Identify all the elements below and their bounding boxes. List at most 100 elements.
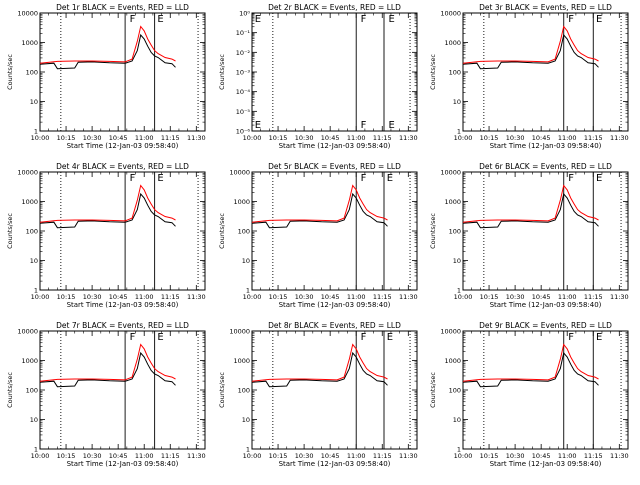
attenuator-marker: E — [387, 332, 393, 343]
x-tick-label: 11:30 — [399, 452, 418, 460]
y-tick-label: 1 — [457, 446, 461, 454]
y-tick-label: 1000 — [444, 39, 461, 47]
y-tick-label: 1000 — [444, 357, 461, 365]
y-tick-label: 10⁻¹ — [236, 29, 251, 37]
x-tick-label: 10:15 — [480, 452, 499, 460]
y-tick-label: 1 — [246, 446, 250, 454]
events-series-line — [462, 351, 599, 388]
x-axis-label: Start Time (12-Jan-03 09:58:40) — [67, 301, 179, 309]
y-tick-label: 10000 — [17, 328, 38, 336]
attenuator-marker: F — [130, 173, 136, 184]
x-tick-label: 10:15 — [57, 293, 76, 301]
lld-series-line — [251, 343, 388, 382]
x-tick-label: 10:00 — [454, 134, 473, 142]
panel-title: Det 4r BLACK = Events, RED = LLD — [56, 162, 189, 171]
x-axis-label: Start Time (12-Jan-03 09:58:40) — [490, 460, 602, 468]
x-tick-label: 11:15 — [584, 452, 603, 460]
x-tick-label: 10:45 — [532, 134, 551, 142]
x-axis-label: Start Time (12-Jan-03 09:58:40) — [67, 142, 179, 150]
x-axis-label: Start Time (12-Jan-03 09:58:40) — [67, 460, 179, 468]
x-axis-label: Start Time (12-Jan-03 09:58:40) — [490, 301, 602, 309]
x-tick-label: 11:00 — [347, 134, 366, 142]
x-tick-label: 10:45 — [109, 293, 128, 301]
panel-title: Det 5r BLACK = Events, RED = LLD — [268, 162, 401, 171]
y-tick-label: 10000 — [17, 10, 38, 18]
x-tick-label: 10:30 — [506, 134, 525, 142]
x-tick-label: 10:30 — [295, 293, 314, 301]
y-tick-label: 1 — [34, 287, 38, 295]
y-tick-label: 10 — [453, 257, 461, 265]
y-tick-label: 10 — [30, 98, 38, 106]
y-tick-label: 10000 — [17, 169, 38, 177]
panel-title: Det 8r BLACK = Events, RED = LLD — [268, 321, 401, 330]
x-tick-label: 10:00 — [31, 134, 50, 142]
x-tick-label: 10:30 — [295, 134, 314, 142]
events-series-line — [39, 351, 176, 388]
attenuator-marker: F — [568, 173, 574, 184]
lld-series-line — [251, 184, 388, 223]
detector-panel-9: Det 9r BLACK = Events, RED = LLD 1 10 100 10… — [429, 321, 629, 468]
lld-series-line — [462, 25, 599, 64]
y-tick-label: 10 — [30, 416, 38, 424]
attenuator-marker: E — [157, 14, 163, 25]
x-axis-label: Start Time (12-Jan-03 09:58:40) — [490, 142, 602, 150]
x-tick-label: 10:15 — [480, 134, 499, 142]
x-tick-label: 10:00 — [31, 452, 50, 460]
x-tick-label: 10:45 — [321, 293, 340, 301]
y-axis-label: Counts/sec — [429, 372, 437, 408]
y-tick-label: 1 — [457, 287, 461, 295]
x-tick-label: 11:15 — [373, 134, 392, 142]
x-tick-label: 10:15 — [57, 452, 76, 460]
y-tick-label: 10 — [242, 257, 250, 265]
plot-frame — [251, 330, 418, 450]
detector-panel-3: Det 3r BLACK = Events, RED = LLD 1 10 100 10… — [429, 3, 629, 150]
panel-title: Det 9r BLACK = Events, RED = LLD — [479, 321, 612, 330]
y-tick-label: 1000 — [21, 39, 38, 47]
x-axis-label: Start Time (12-Jan-03 09:58:40) — [279, 301, 391, 309]
x-tick-label: 10:00 — [243, 452, 262, 460]
y-axis-label: Counts/sec — [429, 54, 437, 90]
x-tick-label: 10:15 — [480, 293, 499, 301]
plot-frame — [462, 12, 629, 132]
attenuator-marker: F — [568, 14, 574, 25]
x-tick-label: 10:15 — [269, 293, 288, 301]
y-tick-label: 10⁻³ — [236, 69, 251, 77]
plot-frame — [39, 330, 206, 450]
panel-title: Det 2r BLACK = Events, RED = LLD — [268, 3, 401, 12]
x-tick-label: 10:30 — [506, 293, 525, 301]
x-tick-label: 11:30 — [610, 293, 629, 301]
y-tick-label: 10000 — [440, 328, 461, 336]
detector-panel-7: Det 7r BLACK = Events, RED = LLD 1 10 100 10… — [6, 321, 206, 468]
y-tick-label: 1 — [34, 128, 38, 136]
y-tick-label: 10000 — [229, 328, 250, 336]
x-tick-label: 11:00 — [347, 293, 366, 301]
x-tick-label: 11:00 — [135, 452, 154, 460]
events-series-line — [39, 33, 176, 70]
y-tick-label: 10000 — [229, 169, 250, 177]
y-tick-label: 10 — [242, 416, 250, 424]
attenuator-marker: F — [130, 14, 136, 25]
x-tick-label: 11:15 — [161, 293, 180, 301]
x-tick-label: 10:00 — [243, 134, 262, 142]
x-tick-label: 11:15 — [373, 293, 392, 301]
panel-title: Det 6r BLACK = Events, RED = LLD — [479, 162, 612, 171]
y-axis-label: Counts/sec — [218, 213, 226, 249]
y-tick-label: 10⁻² — [236, 49, 251, 57]
x-tick-label: 10:45 — [321, 452, 340, 460]
x-tick-label: 10:45 — [532, 452, 551, 460]
plot-frame — [462, 171, 629, 291]
x-tick-label: 11:15 — [161, 134, 180, 142]
x-tick-label: 10:00 — [454, 293, 473, 301]
y-tick-label: 10000 — [440, 169, 461, 177]
x-tick-label: 10:15 — [269, 134, 288, 142]
events-series-line — [462, 33, 599, 70]
y-tick-label: 10 — [30, 257, 38, 265]
events-series-line — [251, 351, 388, 388]
x-tick-label: 10:00 — [31, 293, 50, 301]
attenuator-marker: E — [157, 173, 163, 184]
y-tick-label: 1 — [34, 446, 38, 454]
x-tick-label: 10:00 — [243, 293, 262, 301]
attenuator-marker: E — [596, 14, 602, 25]
x-tick-label: 11:30 — [610, 134, 629, 142]
